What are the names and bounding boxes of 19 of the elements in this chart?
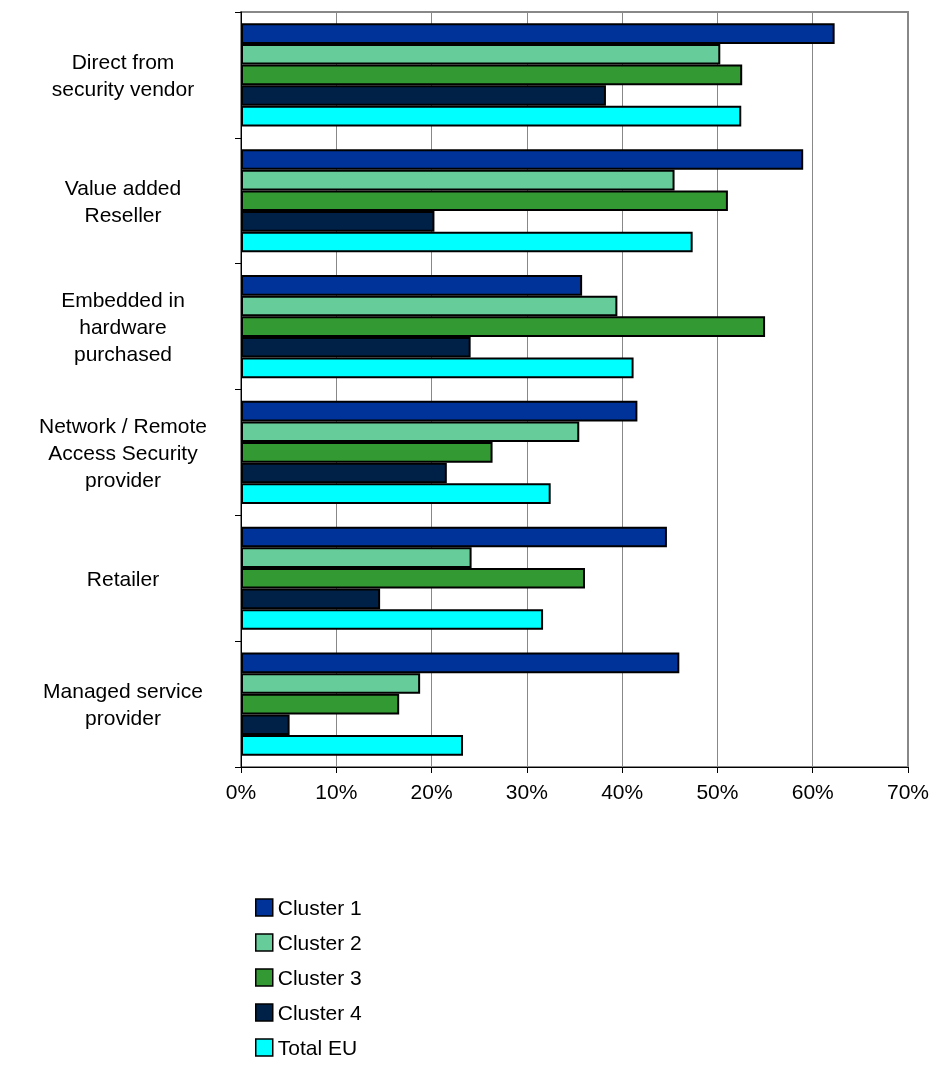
x-tick-label: 20% — [410, 780, 453, 803]
x-tick-label: 10% — [315, 780, 358, 803]
y-tick-label: Value added Reseller — [64, 175, 182, 226]
legend-label: Cluster 4 — [277, 1001, 363, 1024]
y-tick-label: Network / Remote Access Security provider — [38, 413, 208, 491]
x-tick-label: 50% — [696, 780, 739, 803]
legend-label: Total EU — [277, 1036, 358, 1059]
legend-label: Cluster 3 — [277, 966, 362, 989]
x-tick-label: 70% — [886, 780, 930, 803]
x-tick-label: 0% — [225, 780, 257, 803]
legend-label: Cluster 1 — [277, 896, 362, 919]
legend-label: Cluster 2 — [277, 931, 362, 954]
x-tick-label: 30% — [505, 780, 548, 803]
y-tick-label: Embedded in hardware purchased — [61, 288, 185, 366]
y-tick-label: Direct from security vendor — [51, 49, 195, 100]
y-tick-label: Managed service provider — [43, 679, 203, 730]
y-tick-label: Retailer — [86, 566, 160, 590]
x-tick-label: 40% — [601, 780, 644, 803]
x-tick-label: 60% — [791, 780, 834, 803]
